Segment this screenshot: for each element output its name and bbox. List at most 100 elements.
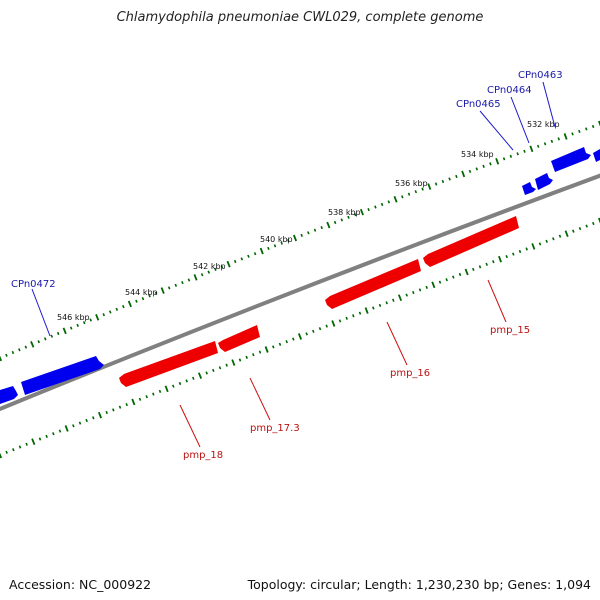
genome-summary: Topology: circular; Length: 1,230,230 bp… [247, 577, 591, 592]
inner-tick [172, 384, 175, 388]
inner-tick [331, 320, 336, 327]
outer-tick [427, 183, 432, 190]
outer-tick [401, 195, 404, 199]
outer-tick [102, 313, 106, 317]
inner-tick [178, 381, 182, 386]
outer-tick [359, 208, 364, 216]
outer-tick [441, 179, 445, 184]
outer-tick [347, 215, 350, 219]
inner-tick [192, 376, 195, 380]
inner-tick [545, 239, 548, 243]
outer-tick [141, 296, 145, 301]
outer-tick [24, 345, 28, 349]
inner-tick [264, 346, 269, 353]
outer-tick [598, 120, 600, 127]
inner-tick [25, 442, 28, 446]
inner-tick [518, 249, 522, 254]
outer-tick [367, 208, 370, 212]
inner-tick [292, 337, 295, 341]
outer-tick [374, 205, 377, 209]
outer-tick [148, 294, 151, 298]
gene-label-pmp-16[interactable]: pmp_16 [390, 368, 430, 379]
tick-label-542: 542 kbp [193, 262, 226, 271]
forward-genes [0, 147, 600, 404]
gene-arrow-cpn0464[interactable] [535, 173, 553, 190]
gene-arrow-cpn0472[interactable] [21, 356, 104, 395]
tick-label-544: 544 kbp [125, 288, 158, 297]
forward-gene-labels: CPn0463 CPn0464 CPn0465 CPn0472 [11, 70, 563, 290]
inner-tick [572, 229, 575, 233]
gene-arrow-pmp-16[interactable] [325, 259, 421, 309]
inner-tick [485, 262, 488, 266]
outer-tick [214, 267, 217, 272]
gene-label-cpn0463[interactable]: CPn0463 [518, 70, 563, 81]
gene-label-pmp-15[interactable]: pmp_15 [490, 325, 530, 336]
inner-tick [278, 342, 282, 346]
inner-tick [378, 303, 382, 307]
gene-arrow-cpn0463[interactable] [551, 147, 591, 172]
inner-tick [0, 452, 3, 459]
inner-tick [318, 327, 322, 331]
inner-tick [531, 243, 536, 250]
inner-tick [225, 363, 228, 367]
outer-tick [95, 314, 100, 321]
outer-tick [387, 200, 391, 204]
outer-tick [56, 331, 60, 336]
inner-tick [498, 255, 502, 263]
inner-tick [552, 237, 555, 241]
gene-label-pmp-18[interactable]: pmp_18 [183, 450, 223, 461]
outer-tick [62, 327, 67, 335]
gene-arrow-left[interactable] [0, 386, 18, 404]
outer-tick [50, 334, 54, 338]
outer-tick [287, 239, 290, 243]
outer-tick [259, 247, 264, 255]
inner-tick [118, 405, 122, 409]
gene-arrow-next[interactable] [593, 149, 600, 162]
inner-tick [297, 333, 303, 340]
outer-tick [489, 162, 492, 166]
inner-tick [258, 350, 262, 354]
inner-tick [438, 280, 442, 284]
inner-tick [164, 385, 169, 393]
outer-tick [253, 252, 257, 256]
inner-tick [218, 366, 222, 370]
gene-arrow-pmp-15[interactable] [423, 216, 519, 267]
outer-tick [523, 149, 526, 153]
outer-tick [448, 177, 451, 181]
inner-tick [431, 281, 436, 289]
outer-tick [585, 127, 588, 131]
gene-label-cpn0465[interactable]: CPn0465 [456, 99, 501, 110]
outer-tick [167, 286, 171, 290]
inner-tick [512, 252, 515, 256]
gene-arrow-pmp-17-3[interactable] [218, 325, 260, 352]
inner-tick [312, 329, 315, 333]
outer-tick [82, 321, 86, 325]
leader-cpn0465 [479, 110, 514, 151]
outer-tick [320, 226, 323, 230]
inner-tick [592, 221, 595, 226]
inner-tick [345, 316, 348, 320]
inner-tick [138, 397, 142, 401]
outer-tick [273, 244, 277, 248]
inner-tick [352, 314, 355, 318]
outer-tick [154, 291, 158, 295]
outer-tick [300, 233, 303, 237]
outer-tick [516, 152, 519, 156]
gene-arrow-pmp-18[interactable] [119, 341, 218, 387]
inner-tick [598, 217, 600, 224]
outer-tick [69, 326, 73, 330]
leader-cpn0464 [510, 96, 530, 144]
inner-tick [152, 392, 155, 396]
inner-tick [185, 379, 188, 383]
outer-tick [455, 174, 458, 179]
inner-tick [197, 372, 203, 379]
gene-label-pmp-17-3[interactable]: pmp_17.3 [250, 423, 300, 434]
leader-pmp-17-3 [249, 377, 271, 421]
gene-arrow-cpn0465[interactable] [522, 182, 536, 195]
gene-label-cpn0464[interactable]: CPn0464 [487, 85, 532, 96]
outer-tick [115, 307, 119, 311]
outer-tick [414, 190, 418, 194]
gene-label-cpn0472[interactable]: CPn0472 [11, 279, 56, 290]
inner-tick [205, 371, 208, 375]
